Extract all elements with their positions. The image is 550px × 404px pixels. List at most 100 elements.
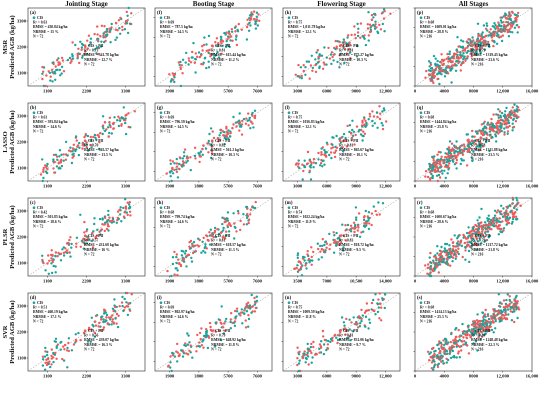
- cis-pii-point: [344, 139, 347, 142]
- cis-point: [470, 156, 473, 159]
- cis-pii-point: [474, 241, 477, 245]
- cis-pii-point: [61, 59, 65, 62]
- cis-pii-point: [478, 231, 481, 234]
- cis-point: [509, 305, 513, 309]
- cis-pii-point: [166, 365, 170, 368]
- pii-stat: R² = 0.81: [211, 49, 225, 53]
- cis-pii-point: [470, 55, 473, 58]
- cis-point: [428, 352, 431, 356]
- cis-pii-point: [466, 55, 469, 58]
- cis-pii-point: [255, 18, 259, 21]
- cis-point: [41, 158, 44, 161]
- cis-pii-point: [465, 237, 468, 240]
- cis-pii-point: [48, 259, 51, 262]
- cis-point: [200, 251, 203, 254]
- cis-pii-point: [508, 124, 511, 128]
- cis-pii-point: [451, 147, 454, 150]
- cis-point: [185, 265, 188, 268]
- cis-pii-point: [176, 342, 179, 346]
- cis-pii-point: [511, 23, 514, 26]
- cis-point: [49, 365, 52, 369]
- cis-pii-point: [434, 256, 438, 259]
- cis-point: [351, 119, 354, 123]
- cis-pii-point: [196, 244, 199, 247]
- cis-point: [169, 361, 172, 364]
- pii-stat: N = 72: [84, 62, 94, 66]
- cis-pii-point: [198, 55, 201, 59]
- cis-point: [46, 353, 49, 357]
- cis-pii-point: [244, 319, 247, 322]
- cis-pii-point: [188, 245, 191, 248]
- cis-pii-point: [294, 73, 297, 77]
- cis-pii-point: [55, 357, 58, 360]
- cis-point: [372, 16, 375, 19]
- cis-pii-point: [455, 335, 458, 339]
- pii-legend-marker: [83, 234, 87, 237]
- y-tick-label: 3300: [17, 114, 27, 119]
- cis-point: [342, 38, 345, 41]
- cis-pii-point: [360, 317, 363, 320]
- cis-pii-point: [473, 53, 476, 56]
- cis-pii-point: [67, 242, 71, 245]
- cis-point: [181, 165, 184, 168]
- cis-point: [242, 117, 246, 121]
- cis-pii-point: [430, 361, 434, 364]
- cis-point: [498, 29, 501, 33]
- x-tick-label: 8000: [469, 89, 479, 94]
- cis-pii-point: [69, 61, 72, 65]
- cis-point: [480, 33, 483, 36]
- cis-pii-point: [240, 133, 244, 136]
- cis-point: [104, 221, 107, 224]
- cis-pii-point: [370, 212, 374, 215]
- cis-point: [506, 21, 510, 24]
- cis-pii-point: [108, 27, 111, 30]
- cis-pii-point: [80, 48, 83, 51]
- cis-pii-point: [217, 140, 220, 143]
- cis-pii-point: [175, 253, 178, 256]
- cis-point: [78, 141, 81, 145]
- cis-pii-point: [508, 22, 512, 25]
- cis-point: [427, 168, 431, 171]
- cis-pii-point: [42, 168, 45, 172]
- pii-legend-label: CIS + PII: [215, 329, 231, 333]
- cis-stat: N = 72: [33, 319, 43, 323]
- cis-point: [505, 298, 508, 302]
- x-tick-label: 3800: [194, 184, 204, 189]
- cis-pii-point: [446, 52, 449, 56]
- cis-pii-point: [127, 112, 130, 115]
- cis-pii-point: [41, 65, 44, 69]
- cis-point: [228, 45, 231, 49]
- panel-letter: (k): [285, 11, 291, 16]
- cis-pii-point: [469, 52, 472, 56]
- cis-pii-point: [438, 340, 441, 343]
- cis-pii-point: [87, 328, 91, 331]
- cis-point: [460, 244, 463, 248]
- cis-point: [54, 153, 58, 156]
- cis-point: [119, 32, 122, 35]
- cis-pii-point: [511, 11, 514, 14]
- cis-pii-point: [180, 64, 183, 67]
- cis-point: [107, 219, 110, 222]
- cis-pii-point: [328, 57, 332, 60]
- cis-pii-point: [320, 151, 323, 154]
- cis-point: [255, 15, 258, 18]
- cis-pii-point: [334, 39, 337, 43]
- cis-point: [465, 133, 468, 136]
- row-label-group: SVR Predicted AGB (kg/ha): [2, 300, 16, 363]
- cis-pii-point: [372, 115, 376, 118]
- cis-pii-point: [218, 329, 221, 332]
- cis-pii-point: [467, 352, 471, 355]
- cis-pii-point: [497, 119, 500, 123]
- cis-pii-point: [374, 209, 377, 213]
- cis-pii-point: [427, 73, 431, 76]
- cis-pii-point: [363, 222, 366, 225]
- cis-point: [343, 324, 346, 327]
- cis-point: [46, 350, 49, 354]
- cis-pii-point: [350, 321, 353, 324]
- pii-stat: RMSE = 1248.48 kg/ha: [471, 338, 507, 342]
- cis-point: [467, 49, 470, 53]
- cis-pii-point: [221, 40, 225, 43]
- pii-stat: N = 216: [471, 62, 483, 66]
- cis-pii-point: [345, 44, 349, 48]
